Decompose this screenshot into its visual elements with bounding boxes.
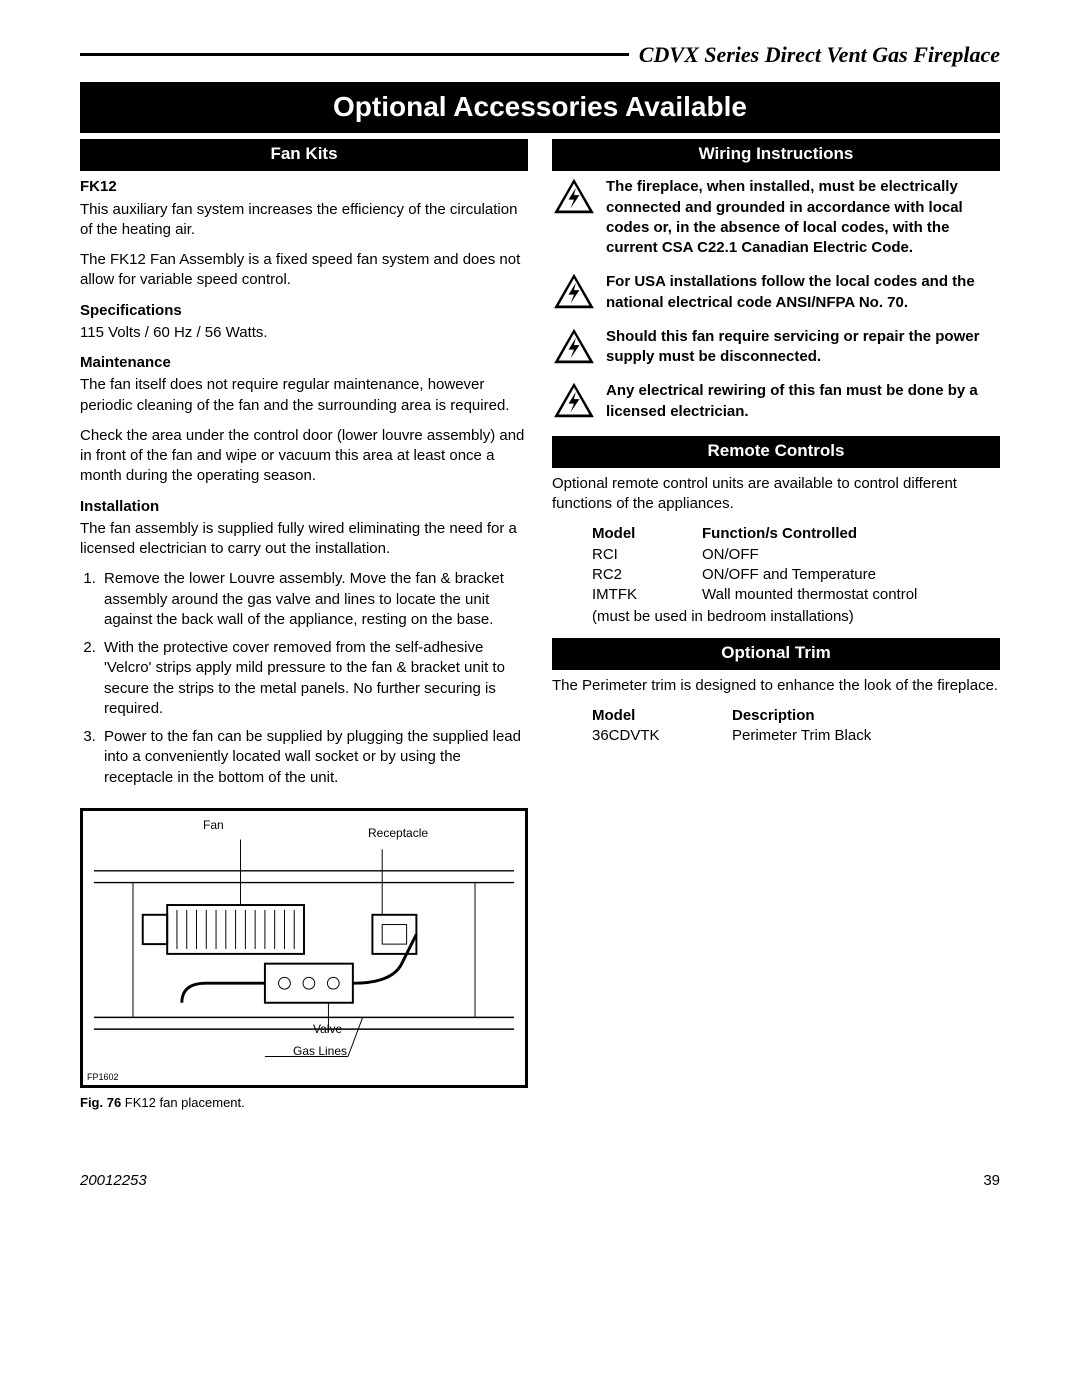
maintenance-text-1: The fan itself does not require regular … <box>80 375 528 416</box>
table-row: RC2 ON/OFF and Temperature <box>592 565 1000 585</box>
main-title-banner: Optional Accessories Available <box>80 82 1000 134</box>
fan-kits-header: Fan Kits <box>80 139 528 171</box>
installation-steps: Remove the lower Louvre assembly. Move t… <box>80 569 528 788</box>
table-row: IMTFK Wall mounted thermostat control <box>592 585 1000 605</box>
remote-function: ON/OFF <box>702 545 1000 565</box>
install-step: With the protective cover removed from t… <box>100 638 528 719</box>
table-row: RCI ON/OFF <box>592 545 1000 565</box>
electrical-warning-icon <box>552 177 596 215</box>
electrical-warning-icon <box>552 272 596 310</box>
table-header-model: Model <box>592 706 732 726</box>
warning-text: Any electrical rewiring of this fan must… <box>606 381 1000 422</box>
optional-trim-header: Optional Trim <box>552 638 1000 670</box>
maintenance-text-2: Check the area under the control door (l… <box>80 426 528 487</box>
table-header-model: Model <box>592 524 702 544</box>
remote-model: IMTFK <box>592 585 702 605</box>
installation-heading: Installation <box>80 497 528 517</box>
electrical-warning-icon <box>552 381 596 419</box>
trim-description: Perimeter Trim Black <box>732 726 1000 746</box>
page-header: CDVX Series Direct Vent Gas Fireplace <box>80 40 1000 70</box>
figure-number: Fig. 76 <box>80 1095 121 1110</box>
specifications-text: 115 Volts / 60 Hz / 56 Watts. <box>80 323 528 343</box>
remote-model: RCI <box>592 545 702 565</box>
warning-text: For USA installations follow the local c… <box>606 272 1000 313</box>
page-number: 39 <box>983 1171 1000 1191</box>
product-line-title: CDVX Series Direct Vent Gas Fireplace <box>629 40 1000 70</box>
install-step: Remove the lower Louvre assembly. Move t… <box>100 569 528 630</box>
fk12-diagram-svg <box>89 817 519 1081</box>
optional-trim-intro: The Perimeter trim is designed to enhanc… <box>552 676 1000 696</box>
install-step: Power to the fan can be supplied by plug… <box>100 727 528 788</box>
fk12-diagram: Fan Receptacle Valve Gas Lines FP1602 <box>80 808 528 1088</box>
warning-text: Should this fan require servicing or rep… <box>606 327 1000 368</box>
remote-controls-header: Remote Controls <box>552 436 1000 468</box>
header-rule <box>80 53 629 56</box>
fk12-model-heading: FK12 <box>80 177 528 197</box>
specifications-heading: Specifications <box>80 301 528 321</box>
maintenance-heading: Maintenance <box>80 353 528 373</box>
diagram-ref: FP1602 <box>87 1071 119 1083</box>
remote-function: Wall mounted thermostat control <box>702 585 1000 605</box>
diagram-label-gas-lines: Gas Lines <box>293 1043 347 1059</box>
installation-intro: The fan assembly is supplied fully wired… <box>80 519 528 560</box>
warning-item: Any electrical rewiring of this fan must… <box>552 381 1000 422</box>
remote-table-note: (must be used in bedroom installations) <box>592 607 1000 627</box>
warning-item: The fireplace, when installed, must be e… <box>552 177 1000 258</box>
right-column: Wiring Instructions The fireplace, when … <box>552 139 1000 1111</box>
diagram-label-receptacle: Receptacle <box>368 825 428 841</box>
warning-item: Should this fan require servicing or rep… <box>552 327 1000 368</box>
fk12-intro-1: This auxiliary fan system increases the … <box>80 200 528 241</box>
table-row: 36CDVTK Perimeter Trim Black <box>592 726 1000 746</box>
trim-table: Model Description 36CDVTK Perimeter Trim… <box>592 706 1000 747</box>
remote-function: ON/OFF and Temperature <box>702 565 1000 585</box>
wiring-instructions-header: Wiring Instructions <box>552 139 1000 171</box>
remote-model: RC2 <box>592 565 702 585</box>
remote-controls-intro: Optional remote control units are availa… <box>552 474 1000 515</box>
trim-model: 36CDVTK <box>592 726 732 746</box>
table-header-function: Function/s Controlled <box>702 524 1000 544</box>
figure-caption: Fig. 76 FK12 fan placement. <box>80 1094 528 1112</box>
page-footer: 20012253 39 <box>80 1171 1000 1191</box>
figure-caption-text: FK12 fan placement. <box>121 1095 245 1110</box>
warning-item: For USA installations follow the local c… <box>552 272 1000 313</box>
table-header-description: Description <box>732 706 1000 726</box>
electrical-warning-icon <box>552 327 596 365</box>
fk12-intro-2: The FK12 Fan Assembly is a fixed speed f… <box>80 250 528 291</box>
diagram-label-fan: Fan <box>203 817 224 833</box>
diagram-label-valve: Valve <box>313 1021 342 1037</box>
remote-controls-table: Model Function/s Controlled RCI ON/OFF R… <box>592 524 1000 605</box>
left-column: Fan Kits FK12 This auxiliary fan system … <box>80 139 528 1111</box>
document-number: 20012253 <box>80 1171 147 1191</box>
warning-text: The fireplace, when installed, must be e… <box>606 177 1000 258</box>
